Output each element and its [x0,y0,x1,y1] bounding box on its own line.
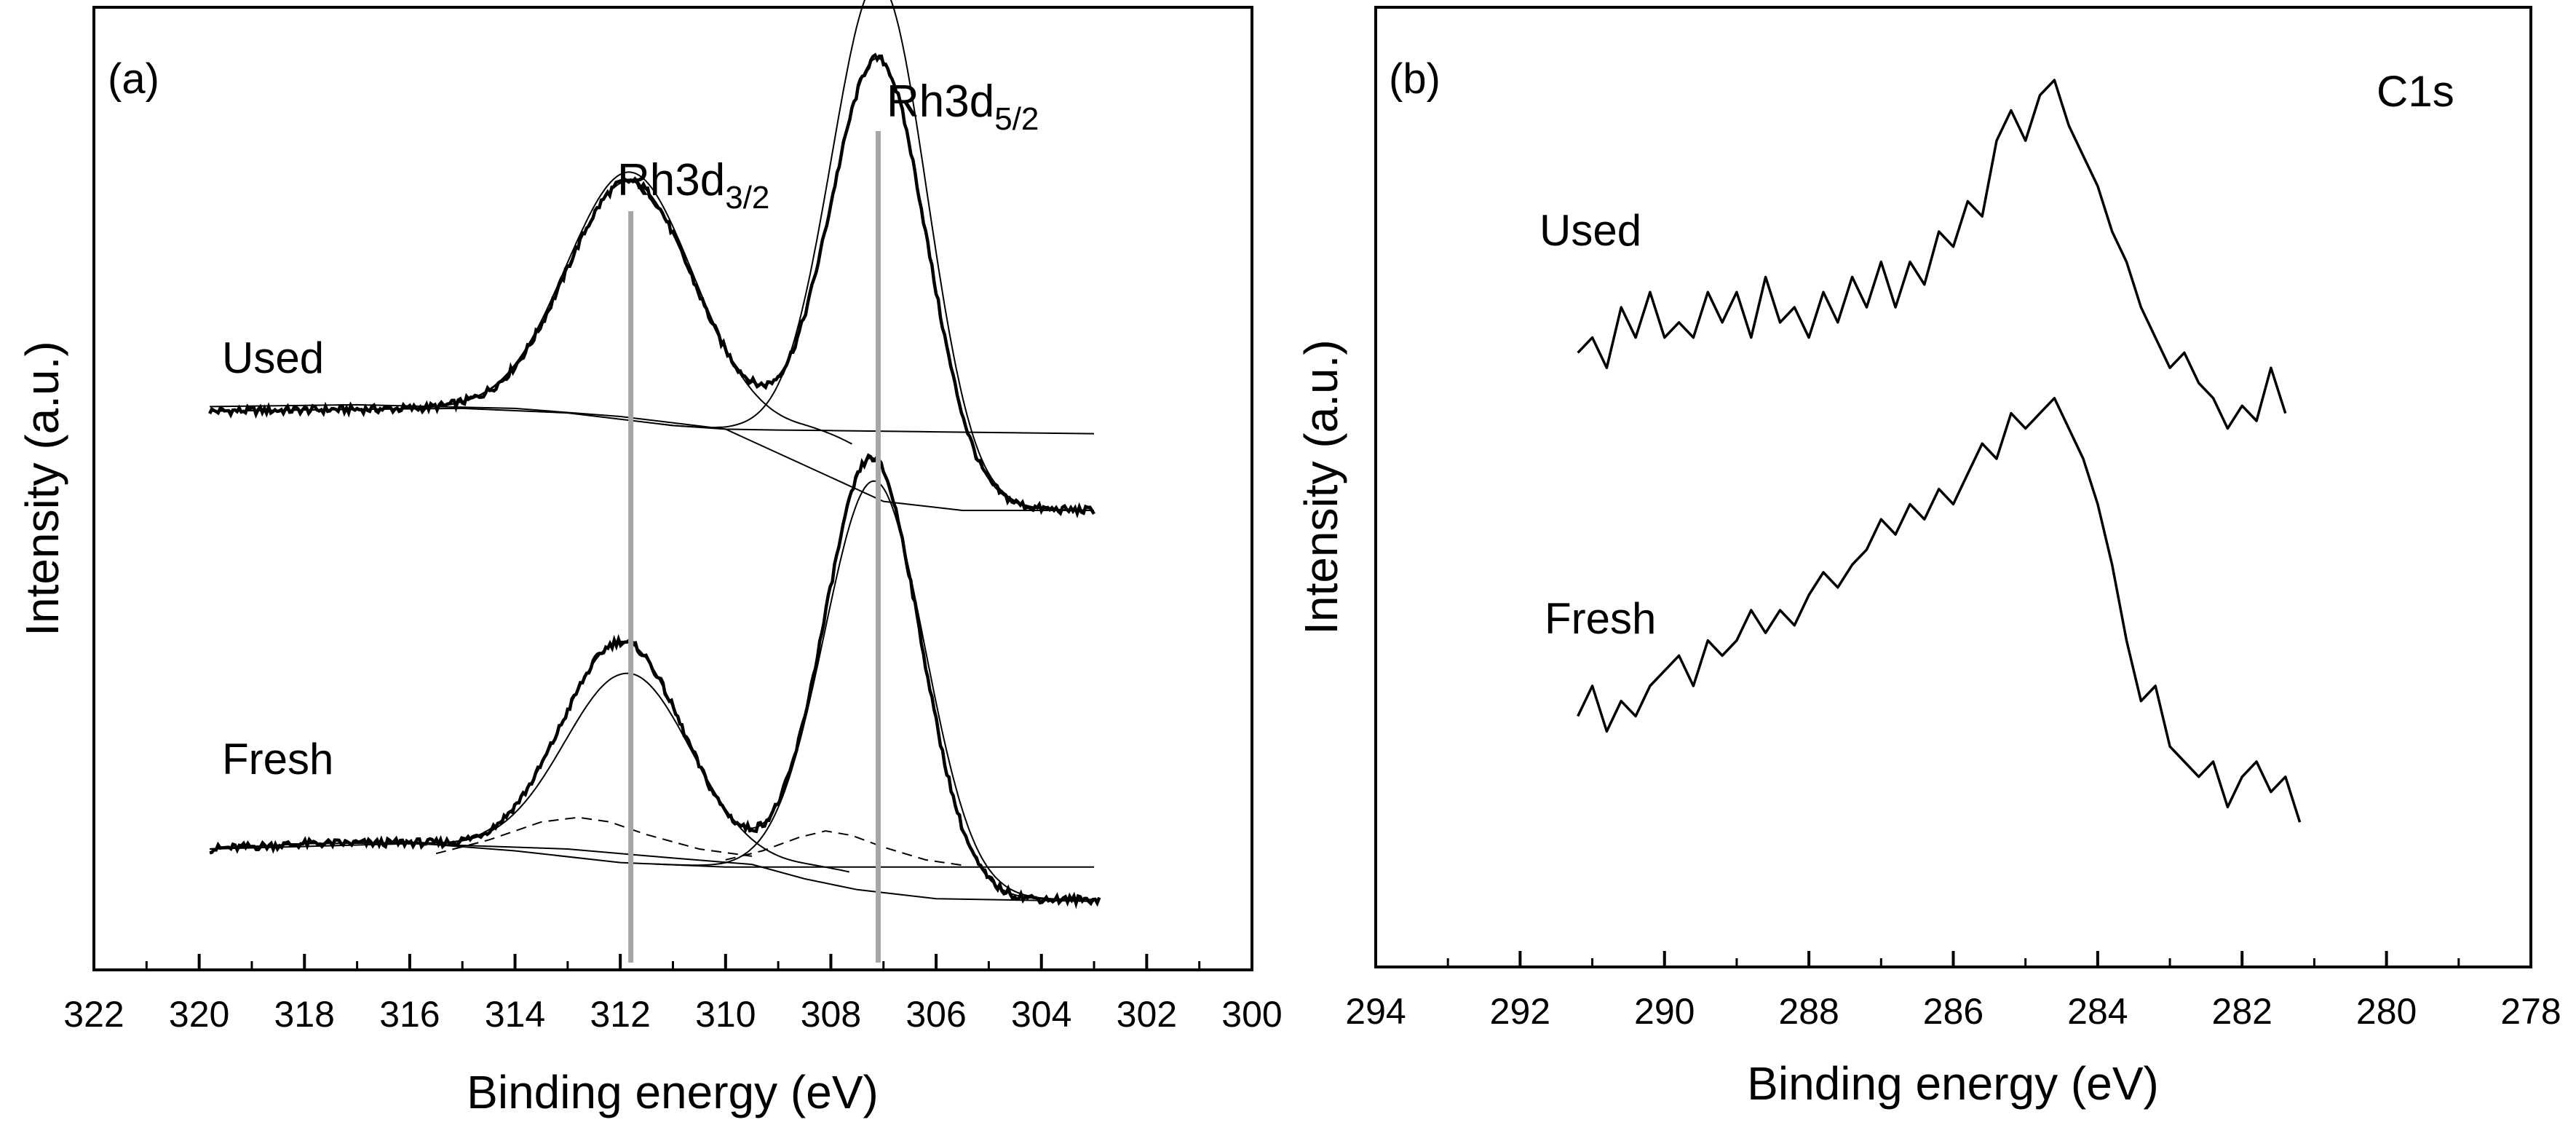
series-used-c1s [1577,79,2287,430]
x-tick-label: 292 [1490,991,1550,1032]
panel-b-ylabel: Intensity (a.u.) [1295,339,1347,635]
peak-label-rh3d52: Rh3d5/2 [887,76,1039,137]
x-tick-label: 306 [905,994,966,1035]
x-tick-label: 304 [1011,994,1071,1035]
fit-peak-component [409,171,852,445]
x-tick-label: 310 [695,994,756,1035]
fit-tail-baseline [210,403,1094,511]
x-tick-label: 314 [485,994,545,1035]
peak-label-rh3d32-main: Rh3d [617,155,725,205]
panel-a-ylabel: Intensity (a.u.) [16,341,68,636]
x-tick-label: 290 [1634,991,1695,1032]
peak-label-rh3d52-sub: 5/2 [994,101,1039,137]
panel-a-xlabel: Binding energy (eV) [467,1066,879,1118]
panel-a-rh3d: 322 320 318 316 314 312 310 308 306 304 302 300 (a)… [16,0,1283,1118]
fit-background [210,407,1095,435]
panel-b-plot-area [1577,79,2302,823]
raw-spectrum [209,453,1101,909]
x-tick-label: 278 [2500,991,2561,1032]
peak-label-rh3d32: Rh3d3/2 [617,155,769,216]
raw-spectrum [208,52,1095,518]
peak-label-rh3d52-main: Rh3d [887,76,994,127]
panel-b-label: (b) [1389,55,1440,103]
panel-b-c1s: 294 292 290 288 286 284 282 280 278 (b) C1s Used… [1295,6,2561,1110]
x-tick-label: 294 [1345,991,1406,1032]
series-used [208,0,1095,518]
x-tick-label: 302 [1117,994,1177,1035]
panel-a-label: (a) [108,55,159,103]
x-tick-label: 284 [2067,991,2128,1032]
x-tick-label: 316 [379,994,440,1035]
x-tick-label: 300 [1221,994,1282,1035]
fit-tail-baseline [210,842,1095,902]
x-tick-label: 322 [63,994,124,1035]
sample-label-fresh-b: Fresh [1545,594,1656,643]
x-tick-label: 288 [1778,991,1839,1032]
sample-label-fresh-a: Fresh [222,735,333,783]
peak-label-rh3d32-sub: 3/2 [725,180,769,216]
fit-background [210,842,1094,868]
x-tick-label: 308 [801,994,861,1035]
x-tick-label: 312 [590,994,650,1035]
series-fresh-c1s [1577,397,2302,823]
series-fresh [209,453,1101,909]
sample-label-used-a: Used [222,333,324,382]
x-tick-label: 280 [2356,991,2417,1032]
sample-label-used-b: Used [1539,206,1641,255]
x-tick-label: 318 [274,994,335,1035]
panel-b-xlabel: Binding energy (eV) [1747,1057,2159,1110]
fit-peak-component [659,0,1093,511]
panel-b-x-axis: 294 292 290 288 286 284 282 280 278 [1345,951,2561,1032]
x-tick-label: 286 [1923,991,1983,1032]
fit-shoulder-3d5-2 [725,830,963,866]
fit-peak-component [407,672,850,873]
panel-a-reference-lines [628,131,881,963]
x-tick-label: 320 [169,994,229,1035]
panel-a-plot-area [208,0,1101,909]
panel-b-title: C1s [2377,67,2454,116]
panel-a-x-axis: 322 320 318 316 314 312 310 308 306 304 302 300 [63,954,1283,1035]
x-tick-label: 282 [2212,991,2272,1032]
